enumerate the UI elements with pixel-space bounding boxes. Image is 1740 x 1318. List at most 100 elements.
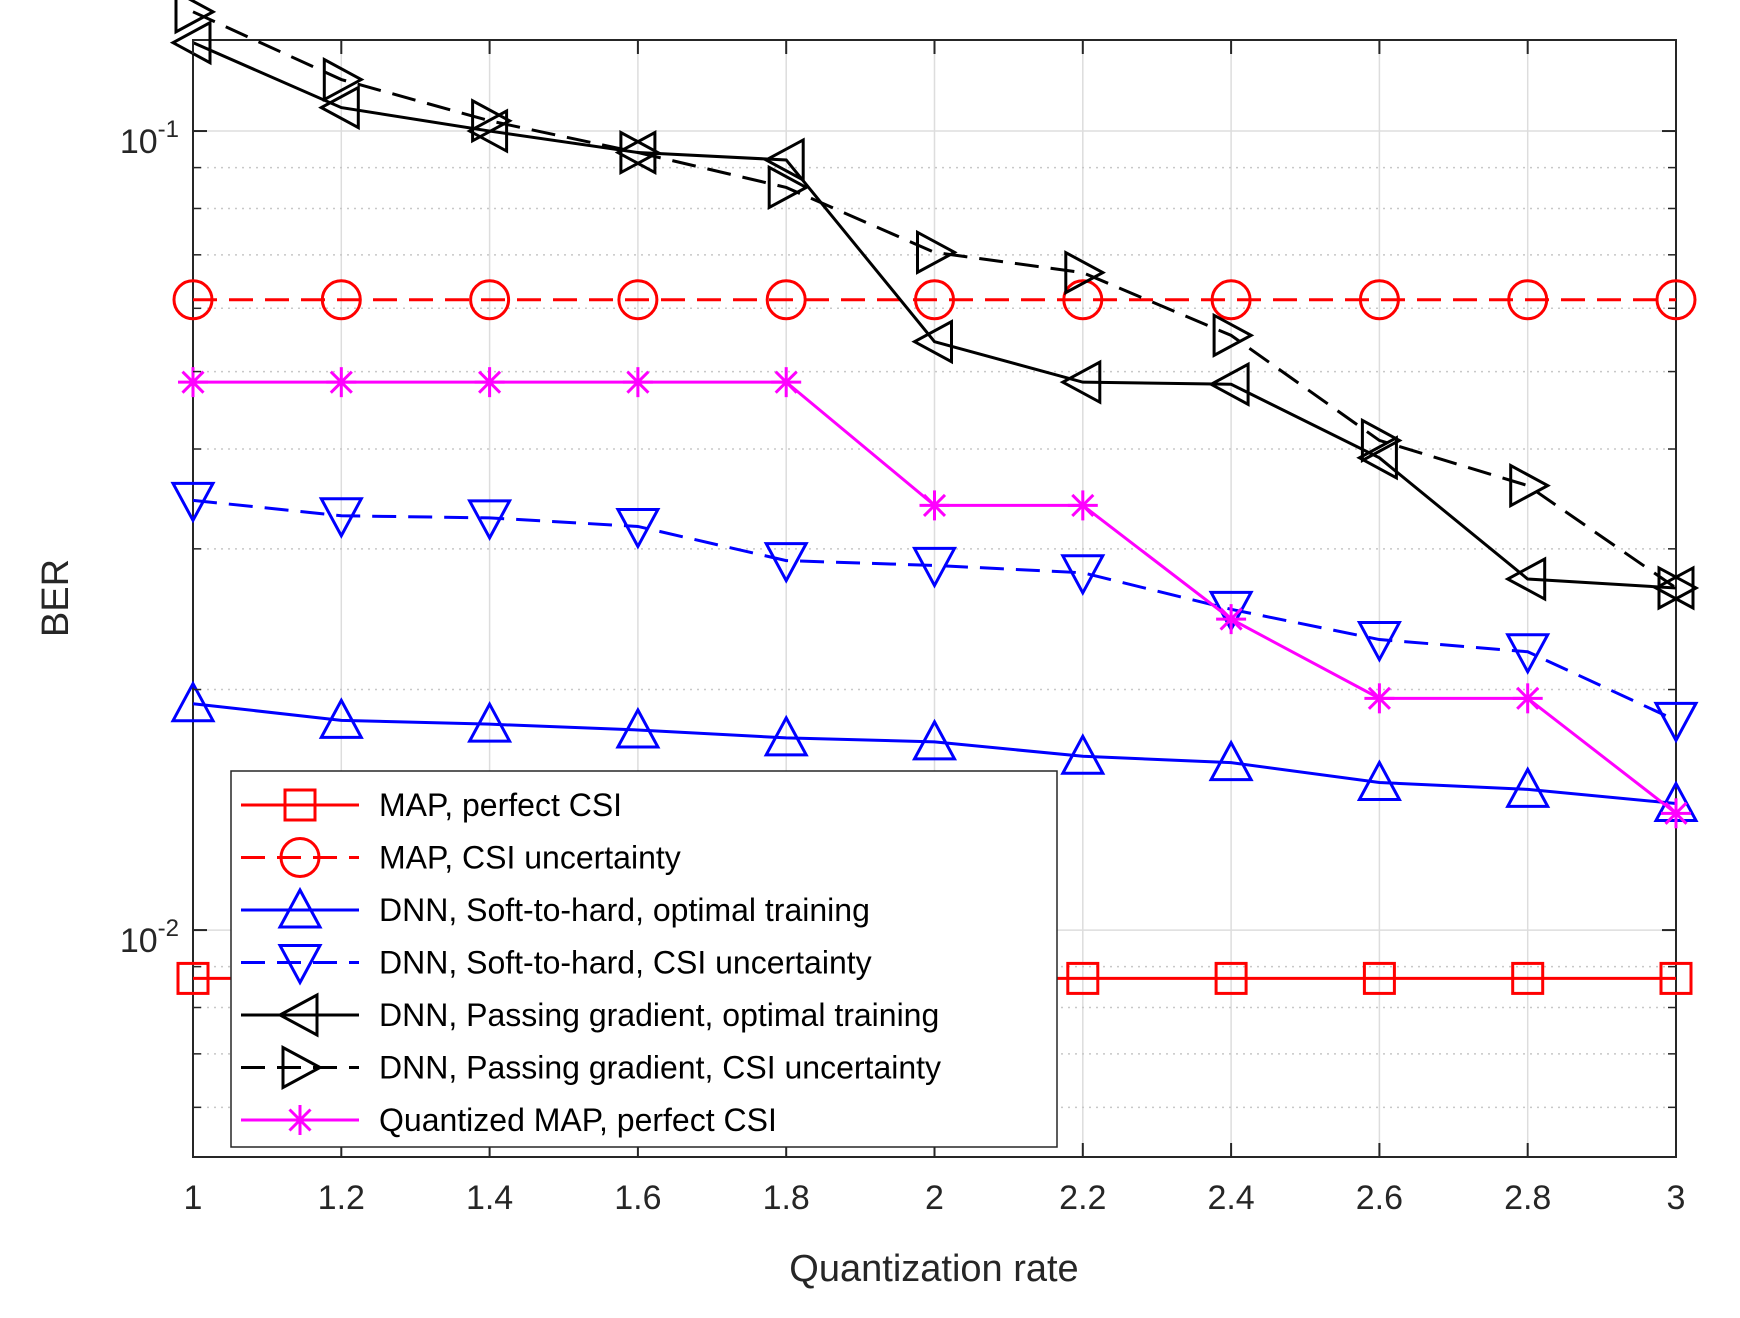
legend-marker-triangle-down bbox=[277, 944, 323, 986]
data-point-circle bbox=[172, 279, 214, 321]
y-tick-base: 10 bbox=[120, 123, 158, 161]
data-point-triangle-left bbox=[318, 85, 360, 131]
data-point-circle bbox=[914, 279, 955, 321]
data-point-square bbox=[176, 961, 210, 995]
data-point-triangle-right bbox=[1064, 250, 1106, 296]
asterisk-stroke bbox=[1219, 607, 1243, 631]
data-point-triangle-up bbox=[1060, 733, 1106, 775]
data-point-triangle-left bbox=[1207, 361, 1250, 407]
data-point-triangle-down bbox=[467, 499, 513, 542]
asterisk-stroke bbox=[1516, 686, 1540, 710]
data-point-circle bbox=[1507, 279, 1549, 321]
series-6 bbox=[174, 0, 1700, 611]
asterisk-stroke bbox=[288, 1108, 312, 1132]
data-point-triangle-up bbox=[763, 714, 809, 757]
data-point-triangle-left bbox=[466, 108, 509, 154]
x-tick-label: 2.2 bbox=[1059, 1179, 1106, 1217]
data-point-triangle-down bbox=[763, 542, 809, 584]
legend-label: MAP, CSI uncertainty bbox=[379, 840, 681, 876]
data-point-triangle-right bbox=[471, 98, 513, 144]
y-axis-label: BER bbox=[35, 559, 77, 637]
legend-marker-triangle-up bbox=[277, 886, 323, 929]
asterisk-stroke bbox=[1367, 686, 1391, 710]
data-point-triangle-up bbox=[1505, 766, 1551, 808]
asterisk-stroke bbox=[774, 370, 798, 394]
asterisk-stroke bbox=[1071, 493, 1095, 517]
ticks-layer: 1 1.2 1.4 1.6 1.8 2 2.2 2.4 2.6 2.8 310-210-1 bbox=[120, 40, 1686, 1217]
data-point-triangle-up bbox=[1208, 739, 1254, 782]
asterisk-stroke bbox=[478, 370, 502, 394]
data-point-triangle-right bbox=[1657, 565, 1700, 611]
legend-label: DNN, Passing gradient, optimal training bbox=[379, 997, 939, 1033]
legend-entry: MAP, perfect CSI bbox=[241, 787, 622, 823]
data-point-circle bbox=[1062, 279, 1104, 321]
legend-entry: DNN, Soft-to-hard, CSI uncertainty bbox=[241, 944, 872, 986]
data-point-triangle-left bbox=[1356, 435, 1398, 481]
data-point-triangle-up bbox=[318, 697, 364, 739]
series-3 bbox=[170, 680, 1699, 823]
data-point-triangle-right bbox=[619, 130, 662, 176]
data-point-triangle-down bbox=[1356, 621, 1402, 663]
data-point-circle bbox=[617, 279, 659, 321]
legend-label: MAP, perfect CSI bbox=[379, 787, 622, 823]
legend-entry: DNN, Soft-to-hard, optimal training bbox=[241, 886, 870, 929]
data-point-triangle-right bbox=[916, 229, 958, 275]
x-axis-label: Quantization rate bbox=[789, 1248, 1078, 1290]
data-point-triangle-right bbox=[1212, 312, 1255, 358]
data-point-asterisk bbox=[1067, 490, 1098, 521]
legend-marker-triangle-right bbox=[281, 1044, 324, 1091]
data-point-asterisk bbox=[474, 367, 505, 398]
x-tick-label: 2.6 bbox=[1356, 1179, 1403, 1217]
legend-marker-circle bbox=[279, 837, 321, 878]
legend-label: DNN, Soft-to-hard, CSI uncertainty bbox=[379, 945, 872, 981]
data-point-triangle-left bbox=[1504, 556, 1547, 602]
series-4 bbox=[170, 481, 1699, 744]
series-7 bbox=[178, 367, 1691, 829]
data-point-triangle-left bbox=[763, 137, 805, 183]
series-line bbox=[192, 41, 1677, 590]
data-point-asterisk bbox=[1364, 683, 1395, 714]
series-5 bbox=[169, 20, 1695, 611]
legend-entries: MAP, perfect CSI MAP, CSI uncertainty DNN,… bbox=[241, 787, 941, 1138]
x-tick-label: 1.8 bbox=[763, 1179, 810, 1217]
data-point-triangle-up bbox=[911, 718, 958, 761]
series-line bbox=[192, 702, 1677, 806]
data-point-triangle-down bbox=[911, 546, 958, 589]
x-tick-label: 2 bbox=[925, 1179, 944, 1217]
asterisk-stroke bbox=[1664, 801, 1688, 825]
data-point-asterisk bbox=[771, 367, 802, 398]
data-point-circle bbox=[469, 279, 511, 321]
data-point-asterisk bbox=[326, 367, 357, 398]
data-point-triangle-down bbox=[1653, 701, 1699, 744]
legend-marker-triangle-left bbox=[276, 992, 319, 1038]
x-tick-label: 1.2 bbox=[318, 1179, 365, 1217]
data-point-circle bbox=[1210, 279, 1252, 321]
x-tick-label: 1.4 bbox=[466, 1179, 513, 1217]
y-tick-label: 10-1 bbox=[120, 116, 179, 161]
x-tick-label: 1 bbox=[184, 1179, 203, 1217]
data-point-triangle-right bbox=[767, 164, 810, 210]
legend-entry: MAP, CSI uncertainty bbox=[241, 837, 681, 878]
data-point-triangle-down bbox=[318, 497, 364, 539]
data-point-triangle-down bbox=[615, 507, 661, 550]
legend-box bbox=[230, 770, 1058, 1148]
y-tick-base: 10 bbox=[120, 922, 158, 960]
data-point-circle bbox=[320, 279, 362, 321]
data-point-asterisk bbox=[1216, 604, 1247, 635]
legend-marker-asterisk bbox=[285, 1105, 315, 1135]
data-point-triangle-up bbox=[170, 680, 216, 723]
data-point-triangle-up bbox=[1356, 759, 1402, 802]
legend-entry: DNN, Passing gradient, optimal training bbox=[241, 992, 939, 1038]
data-point-circle bbox=[1358, 279, 1400, 321]
legend-marker-square bbox=[283, 788, 317, 822]
data-point-triangle-left bbox=[911, 319, 953, 365]
data-point-square bbox=[1066, 961, 1100, 995]
data-point-triangle-down bbox=[1505, 633, 1551, 675]
data-point-triangle-right bbox=[322, 57, 365, 103]
data-point-asterisk bbox=[1661, 798, 1691, 829]
legend: MAP, perfect CSI MAP, CSI uncertainty DNN,… bbox=[230, 770, 1058, 1148]
x-tick-label: 3 bbox=[1667, 1179, 1686, 1217]
data-point-triangle-left bbox=[1059, 359, 1102, 405]
x-tick-label: 2.8 bbox=[1504, 1179, 1551, 1217]
data-point-asterisk bbox=[919, 490, 950, 521]
